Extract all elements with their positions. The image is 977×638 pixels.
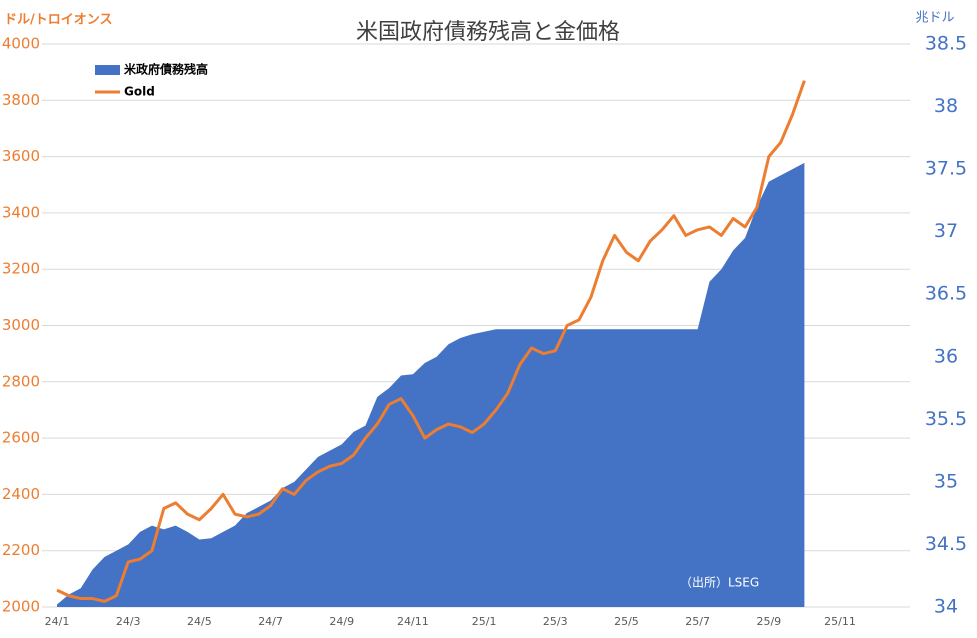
area bbox=[57, 162, 805, 607]
y-tick-label: 3600 bbox=[2, 147, 40, 165]
x-tick-label: 25/7 bbox=[685, 615, 710, 628]
x-tick-label: 24/5 bbox=[187, 615, 212, 628]
annotation: （出所）LSEG bbox=[680, 576, 759, 590]
x-tick-label: 24/7 bbox=[258, 615, 283, 628]
y2-tick-label: 34.5 bbox=[925, 533, 967, 555]
y2-tick-label: 34 bbox=[934, 596, 958, 618]
y2-tick-label: 38.5 bbox=[925, 33, 967, 55]
x-tick-label: 25/11 bbox=[824, 615, 856, 628]
y-tick-label: 2200 bbox=[2, 541, 40, 559]
y-tick-label: 3400 bbox=[2, 203, 40, 221]
x-tick-label: 24/11 bbox=[397, 615, 429, 628]
y-tick-label: 3200 bbox=[2, 260, 40, 278]
y-tick-label: 2400 bbox=[2, 485, 40, 503]
y2-tick-label: 37.5 bbox=[925, 158, 967, 180]
line bbox=[56, 80, 806, 603]
x-tick-label: 25/3 bbox=[543, 615, 568, 628]
x-tick-label: 24/1 bbox=[45, 615, 70, 628]
y2-tick-label: 35.5 bbox=[925, 408, 967, 430]
x-tick-label: 24/9 bbox=[329, 615, 354, 628]
legend-label: 米政府債務残高 bbox=[124, 62, 208, 77]
y-axis-title: ドル/トロイオンス bbox=[4, 13, 113, 28]
x-tick-label: 24/3 bbox=[116, 615, 141, 628]
y2-tick-label: 36.5 bbox=[925, 283, 967, 305]
legend-swatch bbox=[95, 65, 120, 75]
y-tick-label: 3800 bbox=[2, 91, 40, 109]
x-tick-label: 25/5 bbox=[614, 615, 639, 628]
y-tick-label: 3000 bbox=[2, 316, 40, 334]
y-tick-label: 2000 bbox=[2, 598, 40, 616]
y2-tick-label: 35 bbox=[934, 470, 958, 492]
legend-label: Gold bbox=[124, 85, 155, 99]
y-tick-label: 2600 bbox=[2, 429, 40, 447]
x-tick-label: 25/9 bbox=[756, 615, 781, 628]
y-tick-label: 4000 bbox=[2, 35, 40, 53]
y2-tick-label: 38 bbox=[934, 95, 958, 117]
x-tick-label: 25/1 bbox=[472, 615, 497, 628]
chart-title: 米国政府債務残高と金価格 bbox=[356, 20, 620, 45]
y2-axis-title: 兆ドル bbox=[915, 11, 954, 26]
y2-tick-label: 37 bbox=[934, 220, 958, 242]
y2-tick-label: 36 bbox=[934, 345, 958, 367]
y-tick-label: 2800 bbox=[2, 372, 40, 390]
